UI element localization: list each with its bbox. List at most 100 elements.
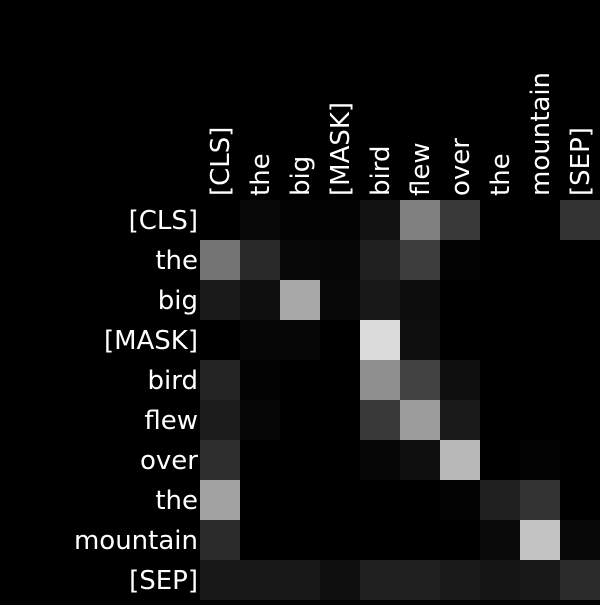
heatmap-cell-r2-c7 [480,280,520,320]
heatmap-cell-r5-c7 [480,400,520,440]
column-label: over [446,138,476,196]
heatmap-cell-r2-c8 [520,280,560,320]
heatmap-cell-r1-c8 [520,240,560,280]
heatmap-cell-r5-c5 [400,400,440,440]
heatmap-cell-r1-c9 [560,240,600,280]
heatmap-cell-r6-c7 [480,440,520,480]
heatmap-cell-r2-c3 [320,280,360,320]
column-label: the [486,153,516,196]
heatmap-cell-r7-c9 [560,480,600,520]
heatmap-cell-r0-c6 [440,200,480,240]
column-label: the [246,153,276,196]
heatmap-cell-r1-c0 [200,240,240,280]
heatmap-cell-r7-c7 [480,480,520,520]
heatmap-cell-r4-c0 [200,360,240,400]
heatmap-cell-r7-c5 [400,480,440,520]
heatmap-cell-r2-c9 [560,280,600,320]
heatmap-cell-r3-c4 [360,320,400,360]
heatmap-cell-r5-c1 [240,400,280,440]
heatmap-cell-r3-c8 [520,320,560,360]
heatmap-cell-r5-c6 [440,400,480,440]
heatmap-cell-r1-c3 [320,240,360,280]
heatmap-cell-r3-c3 [320,320,360,360]
heatmap-cell-r8-c9 [560,520,600,560]
row-label: mountain [74,526,198,556]
heatmap-cell-r3-c6 [440,320,480,360]
heatmap-cell-r0-c3 [320,200,360,240]
heatmap-cell-r9-c6 [440,560,480,600]
row-label: [CLS] [129,206,198,236]
heatmap-cell-r4-c8 [520,360,560,400]
row-label: big [158,286,198,316]
heatmap-cell-r1-c1 [240,240,280,280]
column-label: [SEP] [566,127,596,196]
heatmap-cell-r4-c9 [560,360,600,400]
heatmap-cell-r6-c9 [560,440,600,480]
heatmap-cell-r2-c5 [400,280,440,320]
heatmap-cell-r9-c0 [200,560,240,600]
row-label: [MASK] [104,326,198,356]
heatmap-cell-r8-c4 [360,520,400,560]
heatmap-cell-r4-c6 [440,360,480,400]
heatmap-cell-r5-c0 [200,400,240,440]
heatmap-cell-r6-c1 [240,440,280,480]
heatmap-cell-r5-c2 [280,400,320,440]
heatmap-cell-r8-c8 [520,520,560,560]
heatmap-cell-r8-c3 [320,520,360,560]
heatmap-cell-r9-c8 [520,560,560,600]
heatmap-cell-r0-c9 [560,200,600,240]
row-label: over [140,446,198,476]
heatmap-cell-r5-c8 [520,400,560,440]
row-label: the [155,246,198,276]
heatmap-cell-r8-c1 [240,520,280,560]
row-label: [SEP] [129,566,198,596]
row-label: flew [144,406,198,436]
heatmap-cell-r8-c5 [400,520,440,560]
heatmap-cell-r9-c3 [320,560,360,600]
heatmap-cell-r3-c0 [200,320,240,360]
heatmap-cell-r0-c2 [280,200,320,240]
heatmap-cell-r6-c6 [440,440,480,480]
heatmap-cell-r8-c6 [440,520,480,560]
heatmap-cell-r3-c2 [280,320,320,360]
heatmap-cell-r9-c1 [240,560,280,600]
heatmap-cell-r6-c3 [320,440,360,480]
heatmap-cell-r2-c0 [200,280,240,320]
heatmap-cell-r8-c7 [480,520,520,560]
heatmap-cell-r5-c4 [360,400,400,440]
heatmap-cell-r2-c2 [280,280,320,320]
heatmap-cell-r3-c1 [240,320,280,360]
heatmap-cell-r7-c0 [200,480,240,520]
heatmap-cell-r1-c2 [280,240,320,280]
heatmap-cell-r6-c4 [360,440,400,480]
column-label: bird [366,146,396,196]
heatmap-cell-r2-c4 [360,280,400,320]
row-labels: [CLS] the big [MASK] bird flew over the mountain… [74,206,198,596]
heatmap-cell-r7-c6 [440,480,480,520]
heatmap-cell-r6-c0 [200,440,240,480]
heatmap-cell-r9-c5 [400,560,440,600]
heatmap-cell-r3-c5 [400,320,440,360]
heatmap-cell-r3-c7 [480,320,520,360]
heatmap-cell-r2-c1 [240,280,280,320]
heatmap-cell-r0-c7 [480,200,520,240]
heatmap-cell-r3-c9 [560,320,600,360]
column-label: [CLS] [206,127,236,196]
row-label: the [155,486,198,516]
heatmap-cell-r4-c7 [480,360,520,400]
heatmap-cell-r1-c7 [480,240,520,280]
heatmap-cell-r5-c3 [320,400,360,440]
row-label: bird [148,366,198,396]
heatmap-cell-r7-c8 [520,480,560,520]
heatmap-cell-r6-c8 [520,440,560,480]
heatmap-cell-r0-c1 [240,200,280,240]
heatmap-cell-r9-c7 [480,560,520,600]
heatmap-cell-r9-c2 [280,560,320,600]
heatmap-cell-r2-c6 [440,280,480,320]
heatmap-cell-r1-c6 [440,240,480,280]
column-label: big [286,156,316,196]
column-labels: [CLS] the big [MASK] bird flew over the mountain… [206,72,596,196]
heatmap-cell-r4-c2 [280,360,320,400]
